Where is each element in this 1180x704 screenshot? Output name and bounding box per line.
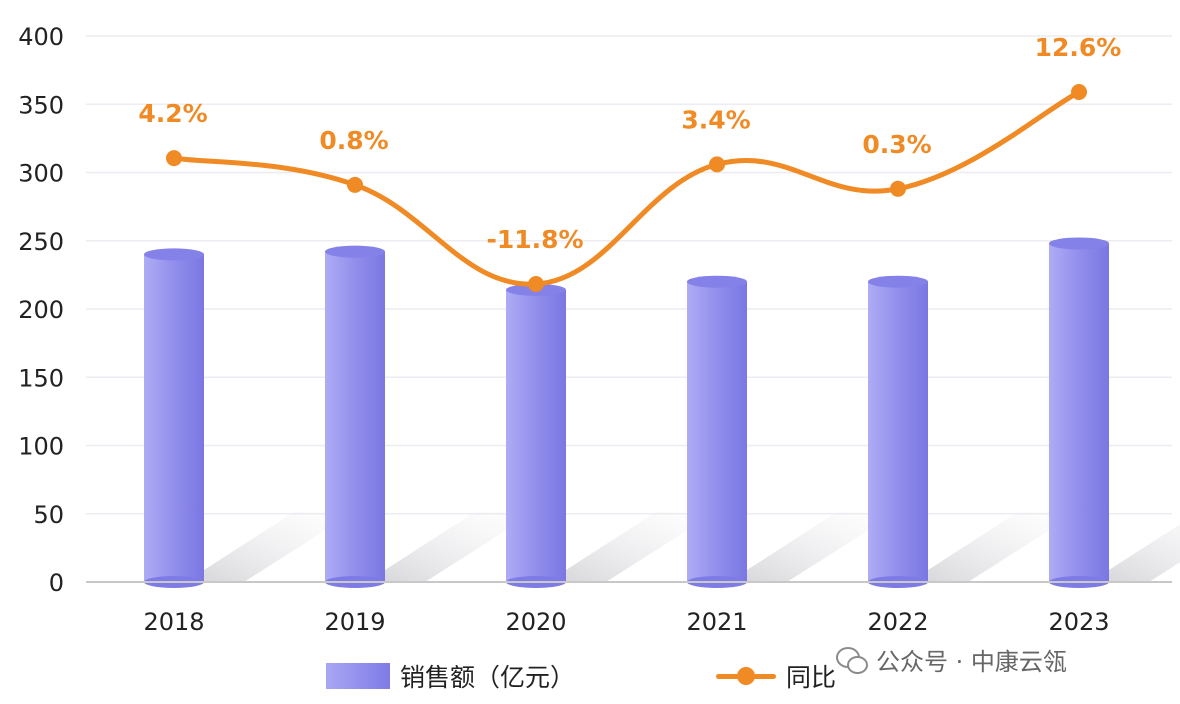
yoy-data-label: 4.2% xyxy=(138,99,207,128)
x-tick-label: 2022 xyxy=(867,608,928,636)
y-tick-label: 350 xyxy=(18,91,64,119)
bar-2019 xyxy=(325,245,385,588)
yoy-data-label: 0.3% xyxy=(862,130,931,159)
yoy-labels: 4.2% 0.8% -11.8% 3.4% 0.3% 12.6% xyxy=(138,33,1121,254)
x-tick-label: 2020 xyxy=(505,608,566,636)
legend-swatch-sales xyxy=(326,663,390,689)
bar-shadows xyxy=(204,512,1180,582)
y-tick-label: 150 xyxy=(18,364,64,392)
bars xyxy=(144,237,1109,588)
bar-2018 xyxy=(144,248,204,588)
y-tick-label: 0 xyxy=(49,569,64,597)
yoy-data-label: 12.6% xyxy=(1035,33,1122,62)
bar-shadow xyxy=(385,512,535,582)
yoy-line xyxy=(166,84,1087,292)
yoy-line-path xyxy=(171,89,1082,287)
y-tick-label: 200 xyxy=(18,296,64,324)
legend-label-yoy: 同比 xyxy=(786,663,837,692)
bar-shadow xyxy=(566,512,716,582)
x-axis-ticks: 2018 2019 2020 2021 2022 2023 xyxy=(143,608,1109,636)
bar-2022 xyxy=(868,275,928,588)
x-tick-label: 2021 xyxy=(686,608,747,636)
bar-shadow xyxy=(747,512,897,582)
yoy-data-label: 3.4% xyxy=(681,105,750,134)
yoy-point-2019 xyxy=(347,176,363,193)
legend-item-yoy[interactable]: 同比 xyxy=(716,658,836,694)
yoy-data-label: -11.8% xyxy=(486,225,583,254)
bar-shadow xyxy=(1109,524,1180,582)
bar-2021 xyxy=(687,275,747,588)
yoy-data-label: 0.8% xyxy=(319,126,388,155)
bar-2023 xyxy=(1049,237,1109,588)
x-tick-label: 2019 xyxy=(324,608,385,636)
y-axis-ticks: 0 50 100 150 200 250 300 350 400 xyxy=(18,23,64,597)
yoy-point-2020 xyxy=(528,276,544,292)
x-tick-label: 2023 xyxy=(1048,608,1109,636)
y-tick-label: 250 xyxy=(18,228,64,256)
bar-shadow xyxy=(204,512,354,582)
x-tick-label: 2018 xyxy=(143,608,204,636)
wechat-icon xyxy=(836,646,868,674)
legend-item-sales[interactable]: 销售额（亿元） xyxy=(326,658,575,694)
gridlines xyxy=(86,35,1172,515)
legend-swatch-yoy xyxy=(716,663,776,689)
y-tick-label: 50 xyxy=(33,501,64,529)
y-tick-label: 400 xyxy=(18,23,64,51)
watermark: 公众号 · 中康云瓴 xyxy=(836,642,1067,677)
bar-2020 xyxy=(506,283,566,588)
yoy-point-2022 xyxy=(890,180,906,197)
legend-label-sales: 销售额（亿元） xyxy=(400,663,576,692)
yoy-point-2018 xyxy=(166,150,182,167)
y-tick-label: 100 xyxy=(18,433,64,461)
y-tick-label: 300 xyxy=(18,160,64,188)
yoy-point-2023 xyxy=(1071,84,1087,100)
yoy-point-2021 xyxy=(709,156,725,173)
watermark-text: 公众号 · 中康云瓴 xyxy=(876,648,1067,676)
legend: 销售额（亿元） 同比 xyxy=(0,650,1180,700)
bar-shadow xyxy=(928,512,1078,582)
